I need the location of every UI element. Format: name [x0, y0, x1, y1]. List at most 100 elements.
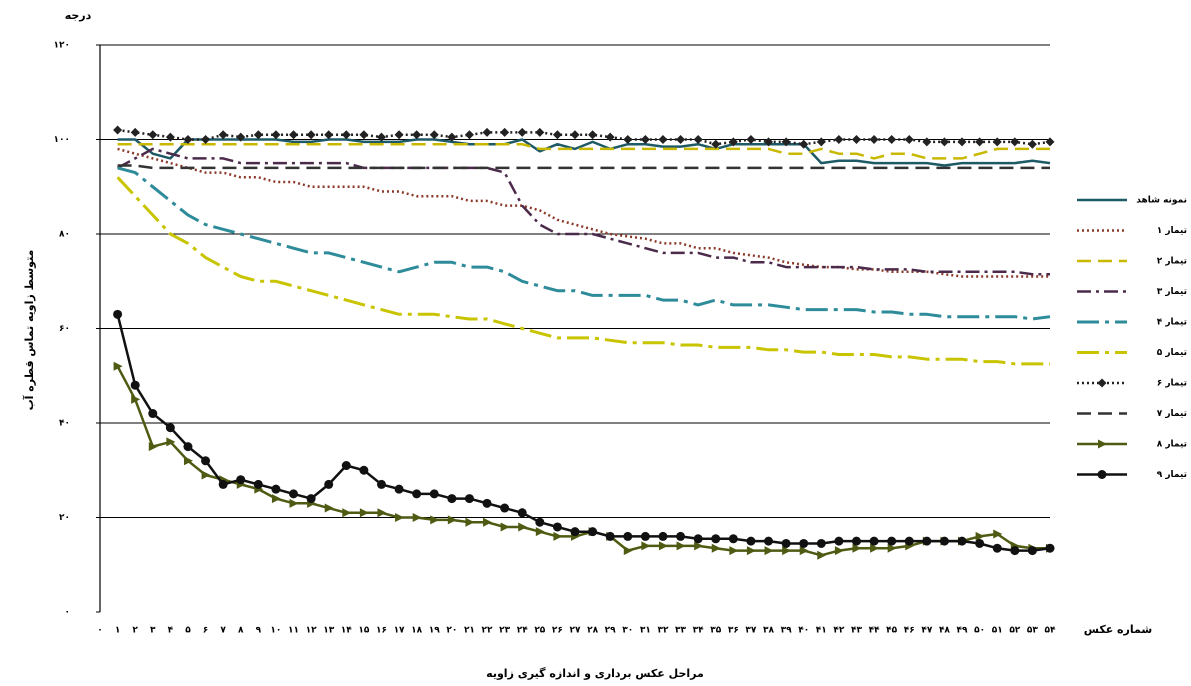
x-tick-label: ۶ — [203, 626, 209, 636]
x-axis-title: مراحل عکس برداری و اندازه گیری زاویه — [486, 667, 704, 680]
x-tick-label: ۵ — [185, 626, 191, 636]
marker — [746, 536, 756, 546]
marker — [746, 546, 756, 556]
marker — [359, 465, 369, 475]
marker — [130, 127, 140, 137]
marker — [500, 503, 510, 513]
marker — [394, 484, 404, 494]
marker — [869, 536, 879, 546]
x-tick-label: ۴۱ — [816, 626, 827, 636]
marker — [201, 135, 211, 144]
x-tick-label: ۳۵ — [710, 626, 721, 636]
marker — [711, 534, 721, 544]
marker — [376, 132, 386, 142]
x-tick-label: ۳۷ — [745, 626, 756, 636]
y-tick-label: ۰ — [65, 608, 71, 618]
marker — [218, 130, 228, 140]
marker — [271, 484, 281, 494]
marker — [676, 135, 686, 144]
x-tick-label: ۲۵ — [534, 626, 545, 636]
marker — [447, 494, 457, 504]
x-tick-label: ۲۷ — [570, 626, 581, 636]
series-line — [116, 365, 1050, 557]
marker — [887, 135, 897, 144]
legend-label: تیمار ۷ — [1157, 409, 1187, 419]
marker — [887, 543, 897, 553]
x-tick-label: ۴۶ — [904, 626, 915, 636]
legend-label: تیمار ۳ — [1157, 287, 1187, 297]
marker — [640, 135, 650, 144]
marker — [412, 489, 422, 499]
marker — [289, 130, 299, 140]
marker — [148, 130, 158, 140]
marker — [816, 137, 826, 147]
y-tick-label: ۶۰ — [59, 324, 70, 334]
marker — [517, 508, 527, 518]
marker — [131, 394, 141, 404]
marker — [482, 498, 492, 508]
marker — [130, 380, 140, 390]
series-line — [116, 176, 1050, 366]
x-tick-label: ۲۶ — [552, 626, 563, 636]
marker — [957, 137, 967, 147]
marker — [851, 135, 861, 144]
x-tick-label: ۱ — [115, 626, 121, 636]
x-tick-label: ۵۳ — [1027, 626, 1038, 636]
marker — [676, 541, 686, 551]
marker — [271, 130, 281, 140]
marker — [834, 546, 844, 556]
marker — [799, 538, 809, 548]
x-tick-label: ۴۷ — [921, 626, 932, 636]
series-line — [117, 138, 1051, 167]
x-tick-label: ۲۲ — [482, 626, 493, 636]
marker — [992, 543, 1002, 553]
x-tick-label: ۱۹ — [429, 626, 440, 636]
legend-label: تیمار ۹ — [1157, 470, 1187, 480]
legend-label: تیمار ۲ — [1157, 257, 1187, 267]
marker — [324, 479, 334, 489]
marker — [376, 479, 386, 489]
x-tick-label: ۲۰ — [446, 626, 457, 636]
y-tick-label: ۱۰۰ — [54, 135, 70, 145]
marker — [535, 517, 545, 527]
marker — [764, 536, 774, 546]
marker — [781, 137, 791, 147]
legend-label: تیمار ۱ — [1157, 226, 1187, 236]
marker — [992, 137, 1002, 147]
marker — [342, 508, 352, 518]
marker — [729, 546, 739, 556]
marker — [764, 137, 774, 147]
x-tick-label: ۴۳ — [851, 626, 862, 636]
marker — [764, 546, 774, 556]
x-tick-label: ۴۸ — [939, 626, 950, 636]
x-tick-label: ۱۱ — [288, 626, 299, 636]
marker — [552, 522, 562, 532]
marker — [588, 130, 598, 140]
marker — [816, 538, 826, 548]
marker — [359, 130, 369, 140]
marker — [500, 522, 510, 532]
marker — [887, 536, 897, 546]
x-tick-label: ۵۴ — [1045, 626, 1056, 636]
x-tick-label: ۸ — [238, 626, 244, 636]
unit-label: درجه — [65, 9, 92, 22]
marker — [1027, 139, 1037, 149]
marker — [869, 135, 879, 144]
x-tick-label: ۲۴ — [517, 626, 528, 636]
marker — [306, 130, 316, 140]
marker — [359, 508, 369, 518]
marker — [939, 137, 949, 147]
marker — [922, 137, 932, 147]
marker — [799, 139, 809, 149]
marker — [658, 541, 668, 551]
marker — [429, 130, 439, 140]
marker — [271, 494, 281, 504]
marker — [922, 536, 932, 546]
x-tick-label: ۴۲ — [833, 626, 844, 636]
x-tick-label: ۲۱ — [464, 626, 475, 636]
marker — [975, 538, 985, 548]
marker — [253, 130, 263, 140]
marker — [483, 517, 493, 527]
marker — [870, 543, 880, 553]
